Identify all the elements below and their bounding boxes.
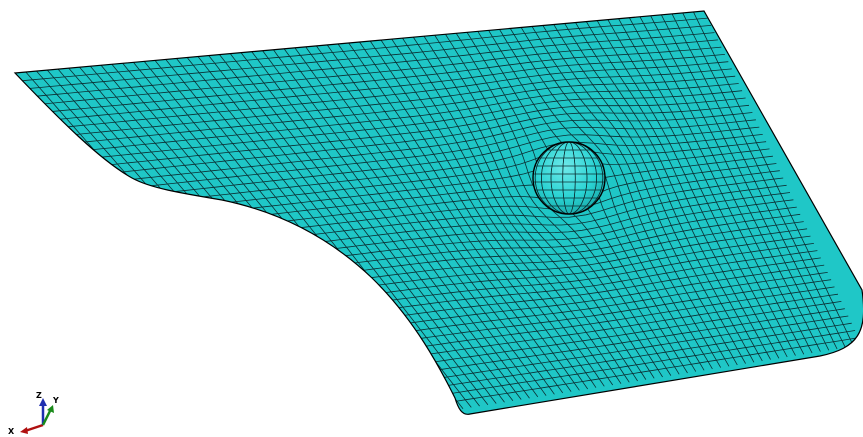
mesh-line <box>56 54 725 120</box>
x-axis-arrow <box>24 423 44 433</box>
mesh-line <box>21 17 708 82</box>
mesh-line <box>49 46 722 113</box>
y-axis-label: Y <box>52 396 59 405</box>
x-axis-arrowhead <box>20 427 28 434</box>
mesh-line <box>76 75 736 144</box>
z-axis-label: Z <box>36 391 42 400</box>
mesh-line <box>110 112 753 183</box>
mesh-line <box>124 126 760 198</box>
sphere-surface <box>533 142 605 214</box>
mesh-line <box>83 83 739 151</box>
mesh-line <box>97 97 746 167</box>
y-axis-arrowhead <box>47 405 54 413</box>
xyz-axis-triad-icon: X Z Y <box>8 391 59 436</box>
mesh-line <box>28 25 712 89</box>
sphere-mesh-grid <box>533 142 605 214</box>
mesh-line <box>117 119 756 190</box>
mesh-line <box>69 68 732 136</box>
y-axis-arrow <box>41 410 52 426</box>
sphere-outline <box>532 141 606 215</box>
z-axis-arrowhead <box>39 398 47 406</box>
mesh-line <box>138 141 767 214</box>
plate-outline <box>13 10 863 415</box>
sphere-meridian <box>541 142 597 214</box>
mesh-line <box>103 104 750 175</box>
sphere-meridian <box>562 142 576 214</box>
mesh-line <box>35 32 715 97</box>
x-axis-label: X <box>8 427 15 436</box>
sphere-meridian <box>550 142 588 214</box>
shell-mesh-plate <box>13 10 863 415</box>
mesh-line <box>42 39 718 105</box>
spherical-indenter <box>532 141 606 215</box>
sphere-meridian <box>534 142 604 214</box>
mesh-line <box>131 134 763 206</box>
mesh-line <box>90 90 743 159</box>
mesh-line <box>62 61 729 128</box>
